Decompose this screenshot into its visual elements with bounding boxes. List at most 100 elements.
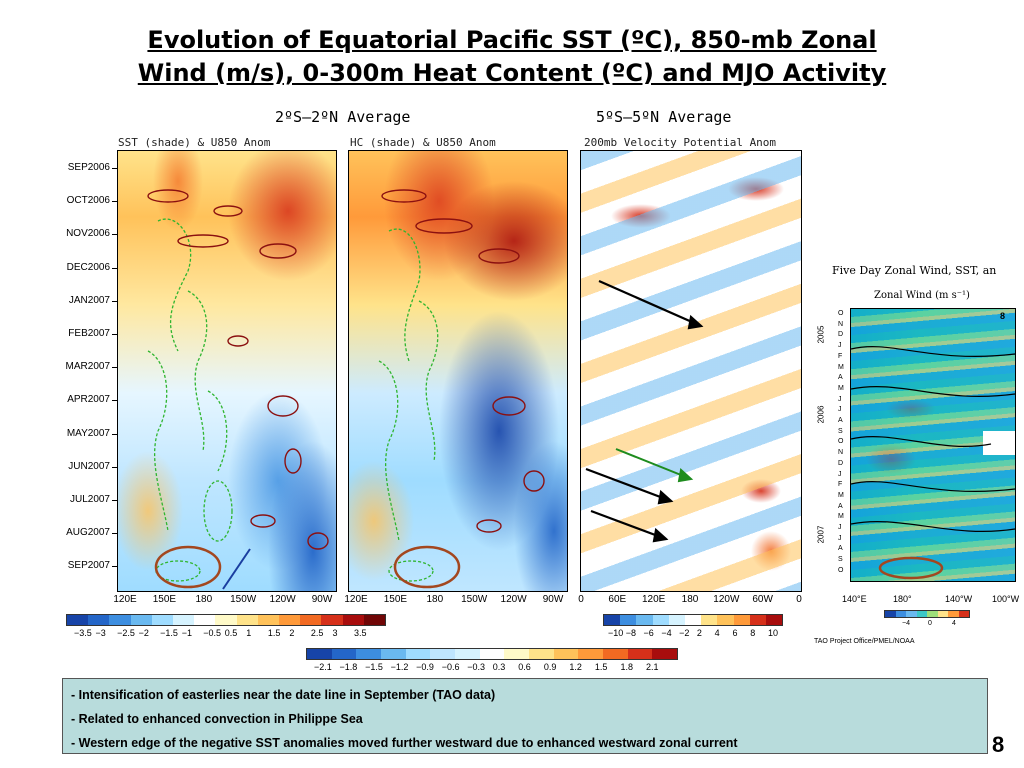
tao-x-label: 100°W xyxy=(992,594,1020,604)
tao-month-label: M xyxy=(838,363,844,371)
vp-x-label: 120W xyxy=(713,594,740,605)
sst-cbar-label: −2 xyxy=(138,628,149,638)
sst-x-label: 120E xyxy=(113,594,137,605)
hc-cbar-label: −2.1 xyxy=(314,662,332,672)
y-label: OCT2006 xyxy=(66,195,110,207)
title-line-2: Wind (m/s), 0-300m Heat Content (ºC) and… xyxy=(137,59,887,87)
hc-cbar-label: −0.6 xyxy=(441,662,460,672)
sst-cbar-label: −1 xyxy=(181,628,192,638)
tao-month-label: N xyxy=(838,449,844,457)
tao-month-label: A xyxy=(838,417,843,424)
tao-year-label: 2007 xyxy=(816,525,826,544)
y-tick xyxy=(112,367,117,369)
hc-colorbar xyxy=(306,648,678,660)
tao-month-label: J xyxy=(838,470,842,478)
note-3: - Western edge of the negative SST anoma… xyxy=(71,736,738,750)
tao-month-label: J xyxy=(838,342,842,350)
y-tick xyxy=(112,334,117,335)
sst-x-label: 120W xyxy=(269,594,296,605)
vp-x-label: 60E xyxy=(608,594,627,605)
tao-overlay xyxy=(851,346,1015,580)
y-label: APR2007 xyxy=(67,394,110,406)
tao-month-label: F xyxy=(838,481,843,489)
tao-x-label: 140°W xyxy=(945,594,973,604)
tao-colorbar xyxy=(884,610,970,618)
hc-cbar-label: −0.9 xyxy=(416,662,434,672)
vp-x-label: 120E xyxy=(641,594,666,605)
y-tick xyxy=(112,433,117,435)
tao-month-label: J xyxy=(838,395,842,403)
hc-cbar-label: −1.5 xyxy=(365,662,383,672)
note-2: - Related to enhanced convection in Phil… xyxy=(71,712,363,726)
tao-title: Five Day Zonal Wind, SST, an xyxy=(832,264,997,277)
hc-cbar-label: −1.2 xyxy=(390,662,409,672)
sst-x-label: 150W xyxy=(230,594,257,605)
tao-month-label: A xyxy=(838,502,843,510)
notes-box: - Intensification of easterlies near the… xyxy=(62,678,988,754)
tao-month-label: A xyxy=(838,374,843,382)
y-label: NOV2006 xyxy=(66,228,110,240)
tao-year-label: 2005 xyxy=(816,325,826,344)
sst-contours xyxy=(147,189,329,590)
tao-zonal-wind-panel xyxy=(850,308,1016,582)
tao-missing-data-block xyxy=(983,431,1015,455)
tao-credit: TAO Project Office/PMEL/NOAA xyxy=(814,638,915,645)
tao-month-label: S xyxy=(838,556,843,564)
sst-cbar-label: −0.5 xyxy=(203,628,221,638)
vp-cbar-label: 6 xyxy=(732,628,738,638)
hc-contours xyxy=(378,189,545,589)
y-tick xyxy=(112,201,117,203)
tao-cbar-label: 0 xyxy=(928,620,932,627)
hc-x-label: 150E xyxy=(383,594,408,605)
hc-x-label: 120W xyxy=(500,594,527,605)
vp-cbar-label: 10 xyxy=(768,628,779,638)
vp-cbar-label: 4 xyxy=(714,628,720,638)
tao-panel-number: 8 xyxy=(1000,311,1006,321)
page-number: 8 xyxy=(992,732,1005,757)
tao-month-label: O xyxy=(838,566,844,574)
vp-panel-title: 200mb Velocity Potential Anom xyxy=(584,136,777,149)
sst-cbar-label: 2 xyxy=(289,628,295,638)
tao-month-label: O xyxy=(838,310,844,317)
vp-x-label: 180 xyxy=(681,594,699,605)
tao-month-label: M xyxy=(838,513,844,521)
sst-cbar-label: 1.5 xyxy=(267,628,281,638)
vp-cbar-label: −4 xyxy=(661,628,672,638)
sst-cbar-label: −3 xyxy=(95,628,106,638)
header-2s2n: 2ºS–2ºN Average xyxy=(275,108,411,126)
vp-cbar-label: −2 xyxy=(679,628,690,638)
sst-cbar-label: 3 xyxy=(332,628,338,638)
y-label: MAR2007 xyxy=(65,361,110,373)
y-tick xyxy=(112,234,117,236)
vp-cbar-label: −8 xyxy=(625,628,637,638)
sst-cbar-label: −3.5 xyxy=(74,628,92,638)
y-tick xyxy=(112,168,117,169)
vp-cbar-label: −6 xyxy=(643,628,654,638)
sst-panel-title: SST (shade) & U850 Anom xyxy=(118,136,271,149)
hc-cbar-label: −0.3 xyxy=(467,662,485,672)
vp-cbar-label: −10 xyxy=(608,628,624,638)
hc-cbar-label: 1.2 xyxy=(569,662,582,672)
hc-hovmoller-panel xyxy=(348,150,568,592)
tao-cbar-label: 4 xyxy=(952,620,956,627)
y-tick xyxy=(112,466,117,468)
y-tick xyxy=(112,533,117,535)
tao-month-label: A xyxy=(838,545,843,553)
tao-x-label: 180° xyxy=(893,594,912,604)
y-tick xyxy=(112,300,117,302)
sst-x-label: 150E xyxy=(152,594,177,605)
tao-year-label: 2006 xyxy=(816,405,826,424)
tao-month-label: S xyxy=(838,427,843,435)
sst-cbar-label: 1 xyxy=(246,628,252,638)
tao-month-label: J xyxy=(838,534,842,542)
y-label: DEC2006 xyxy=(66,261,110,273)
sst-cbar-label: 3.5 xyxy=(354,628,367,638)
sst-colorbar xyxy=(66,614,386,626)
vp-x-label: 60W xyxy=(752,594,773,605)
vp-colorbar xyxy=(603,614,783,626)
hc-cbar-label: 1.5 xyxy=(594,662,608,672)
hc-panel-title: HC (shade) & U850 Anom xyxy=(350,136,496,149)
slide-title: Evolution of Equatorial Pacific SST (ºC)… xyxy=(40,24,984,90)
tao-cbar-label: −4 xyxy=(902,620,910,627)
hc-cbar-label: 1.8 xyxy=(620,662,633,672)
